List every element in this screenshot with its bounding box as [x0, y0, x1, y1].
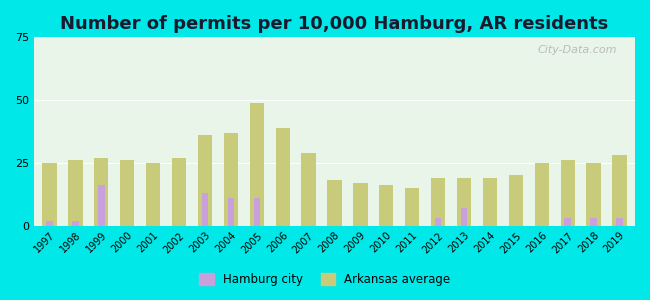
Bar	[435, 218, 441, 226]
Bar	[328, 180, 342, 226]
Bar	[616, 218, 623, 226]
Bar	[202, 193, 208, 226]
Bar	[254, 198, 260, 226]
Bar	[590, 218, 597, 226]
Bar	[46, 220, 53, 226]
Bar	[172, 158, 186, 226]
Bar	[560, 160, 575, 226]
Bar	[276, 128, 290, 226]
Bar	[461, 208, 467, 226]
Bar	[198, 135, 212, 226]
Bar	[250, 103, 264, 226]
Bar	[68, 160, 83, 226]
Bar	[302, 153, 316, 226]
Bar	[120, 160, 135, 226]
Bar	[224, 133, 238, 226]
Bar	[612, 155, 627, 226]
Bar	[379, 185, 393, 226]
Bar	[42, 163, 57, 226]
Bar	[457, 178, 471, 226]
Bar	[98, 185, 105, 226]
Bar	[564, 218, 571, 226]
Bar	[353, 183, 367, 226]
Bar	[72, 220, 79, 226]
Bar	[431, 178, 445, 226]
Bar	[227, 198, 234, 226]
Bar	[509, 176, 523, 226]
Bar	[405, 188, 419, 226]
Title: Number of permits per 10,000 Hamburg, AR residents: Number of permits per 10,000 Hamburg, AR…	[60, 15, 608, 33]
Bar	[146, 163, 161, 226]
Bar	[586, 163, 601, 226]
Bar	[94, 158, 109, 226]
Bar	[534, 163, 549, 226]
Bar	[483, 178, 497, 226]
Legend: Hamburg city, Arkansas average: Hamburg city, Arkansas average	[195, 268, 455, 291]
Text: City-Data.com: City-Data.com	[538, 45, 617, 55]
